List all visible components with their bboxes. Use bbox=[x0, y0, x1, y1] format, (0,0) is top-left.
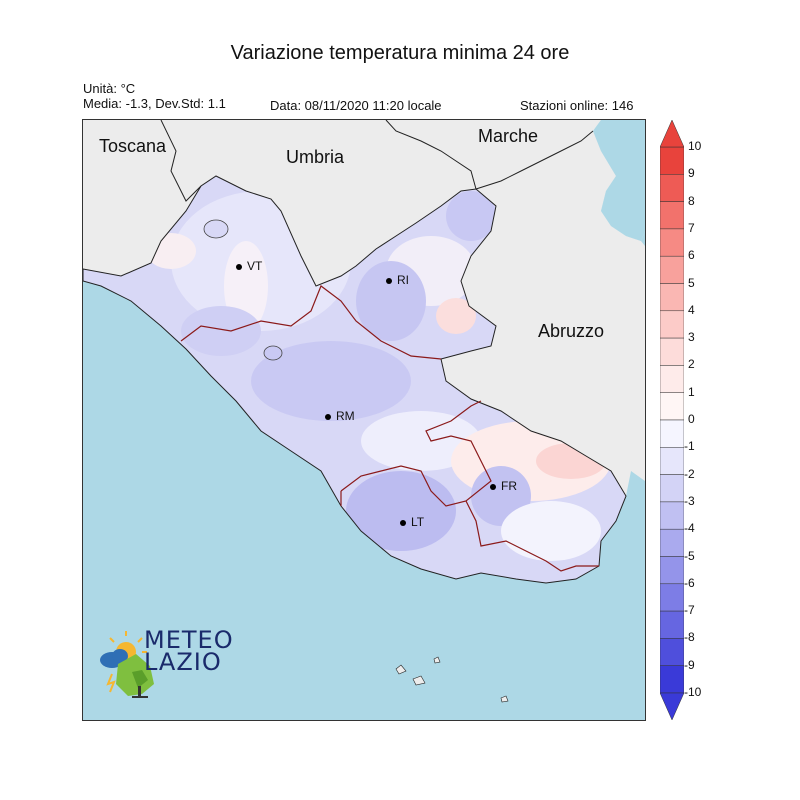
colorbar-tick-label: -4 bbox=[684, 521, 695, 536]
colorbar-tick-label: 6 bbox=[688, 248, 695, 263]
toscana-umbria-border bbox=[160, 120, 202, 202]
colorbar-cell bbox=[660, 419, 684, 448]
colorbar-cell bbox=[660, 610, 684, 639]
colorbar-tick-label: -1 bbox=[684, 439, 695, 454]
lake-bracciano bbox=[263, 345, 283, 361]
colorbar-end-triangle bbox=[660, 120, 684, 148]
region-label-marche: Marche bbox=[478, 126, 539, 146]
colorbar-tick-label: -3 bbox=[684, 493, 695, 508]
map-title: Variazione temperatura minima 24 ore bbox=[230, 42, 570, 64]
colorbar-tick-label: -7 bbox=[684, 603, 695, 618]
colorbar-cell bbox=[660, 310, 684, 339]
umbria-marche-border bbox=[385, 120, 477, 190]
city-dot bbox=[236, 263, 242, 270]
colorbar-tick-label: 8 bbox=[688, 193, 695, 208]
colorbar-labels: 10 9 8 7 6 5 4 3 2 1 0 -1 -2 -3 -4 -5 -6 -7 -8 -9 -10 bbox=[684, 120, 736, 720]
colorbar-cell bbox=[660, 365, 684, 393]
colorbar-cell bbox=[660, 392, 684, 421]
colorbar-cell bbox=[660, 337, 684, 366]
city-label: VT bbox=[247, 259, 263, 273]
city-dot bbox=[325, 413, 331, 420]
colorbar-tick-label: 2 bbox=[688, 357, 695, 372]
region-label-abruzzo: Abruzzo bbox=[538, 321, 605, 341]
region-label-toscana: Toscana bbox=[99, 136, 167, 156]
map-svg bbox=[83, 120, 645, 703]
colorbar-tick-label: 1 bbox=[688, 384, 695, 399]
colorbar-tick-label: -6 bbox=[684, 575, 695, 590]
logo-icon bbox=[100, 631, 154, 698]
island bbox=[500, 695, 509, 703]
city-marker-fr: FR bbox=[490, 479, 517, 493]
logo-text-lazio: LAZIO bbox=[144, 648, 222, 676]
colorbar-tick-label: 0 bbox=[688, 412, 695, 426]
city-marker-rm: RM bbox=[325, 409, 355, 423]
lazio-border bbox=[83, 175, 627, 584]
city-label: RM bbox=[336, 409, 355, 423]
city-dot bbox=[400, 519, 406, 526]
colorbar-cell bbox=[660, 283, 684, 312]
colorbar-cell bbox=[660, 447, 684, 475]
marche-abruzzo-border bbox=[475, 130, 594, 190]
colorbar-cell bbox=[660, 474, 684, 503]
city-dot bbox=[386, 277, 392, 284]
colorbar-tick-label: -8 bbox=[684, 630, 695, 645]
colorbar-tick-label: 9 bbox=[688, 166, 695, 181]
colorbar-cell bbox=[660, 583, 684, 612]
meteo-lazio-logo: METEO LAZIO bbox=[98, 626, 248, 706]
lake-bolsena bbox=[203, 219, 229, 239]
colorbar-cell bbox=[660, 528, 684, 557]
colorbar-tick-label: -10 bbox=[684, 685, 702, 699]
logo-text-meteo: METEO bbox=[144, 626, 234, 654]
date-label: Data: 08/11/2020 11:20 locale bbox=[270, 98, 442, 113]
city-marker-vt: VT bbox=[236, 259, 262, 273]
island bbox=[412, 675, 426, 686]
city-label: LT bbox=[411, 515, 425, 529]
city-label: RI bbox=[397, 273, 409, 287]
province-border-fr bbox=[340, 400, 492, 507]
colorbar-tick-label: 10 bbox=[688, 139, 702, 153]
colorbar-cell bbox=[660, 638, 684, 666]
colorbar-tick-label: -2 bbox=[684, 466, 695, 481]
colorbar-end-triangle bbox=[660, 692, 684, 720]
colorbar-cell bbox=[660, 665, 684, 694]
colorbar-tick-label: -5 bbox=[684, 548, 695, 563]
stations-label: Stazioni online: 146 bbox=[520, 98, 634, 113]
city-marker-ri: RI bbox=[386, 273, 409, 287]
province-border-north bbox=[180, 285, 442, 360]
colorbar-tick-label: 7 bbox=[688, 220, 695, 235]
colorbar-tick-label: -9 bbox=[684, 657, 695, 672]
stats-label: Media: -1.3, Dev.Std: 1.1 bbox=[83, 96, 226, 111]
units-label: Unità: °C bbox=[83, 81, 136, 96]
map-area bbox=[82, 119, 646, 721]
city-marker-lt: LT bbox=[400, 515, 424, 529]
city-label: FR bbox=[501, 479, 517, 493]
colorbar-tick-label: 4 bbox=[688, 302, 695, 317]
colorbar-tick-label: 3 bbox=[688, 330, 695, 345]
region-label-umbria: Umbria bbox=[286, 147, 345, 167]
colorbar-cell bbox=[660, 146, 684, 175]
colorbar bbox=[660, 120, 684, 720]
colorbar-tick-label: 5 bbox=[688, 275, 695, 290]
province-border-lt bbox=[465, 500, 599, 572]
colorbar-cell bbox=[660, 228, 684, 257]
city-dot bbox=[490, 483, 496, 490]
island bbox=[395, 664, 407, 675]
adriatic-sea bbox=[593, 120, 645, 241]
colorbar-cell bbox=[660, 255, 684, 284]
colorbar-cell bbox=[660, 174, 684, 202]
island bbox=[433, 656, 441, 664]
colorbar-cell bbox=[660, 201, 684, 230]
colorbar-cell bbox=[660, 501, 684, 530]
colorbar-cell bbox=[660, 556, 684, 585]
